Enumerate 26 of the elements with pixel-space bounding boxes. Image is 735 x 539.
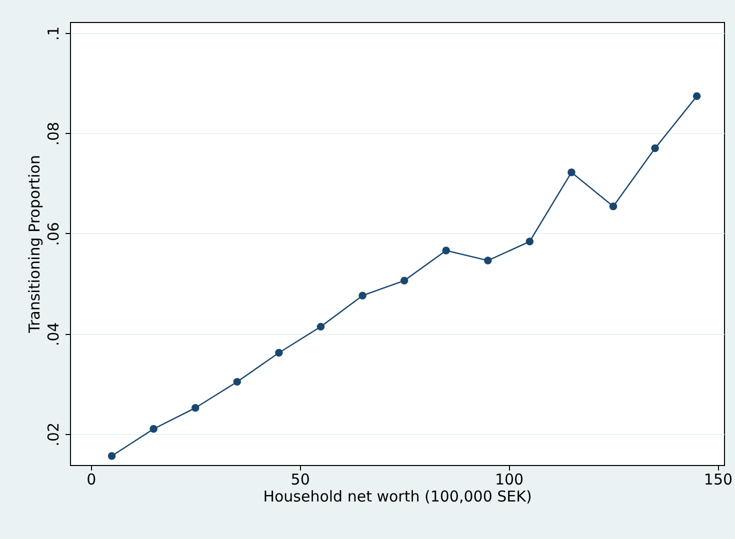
point	[484, 256, 492, 264]
point	[692, 92, 701, 100]
x-tick-label: 0	[86, 470, 96, 488]
x-axis-title: Household net worth (100,000 SEK)	[263, 488, 532, 506]
point	[651, 144, 659, 152]
point	[568, 168, 576, 176]
point	[275, 348, 283, 357]
x-tick-label: 100	[494, 470, 524, 488]
point	[108, 452, 116, 460]
point	[358, 292, 366, 300]
point	[233, 378, 242, 386]
x-tick-label: 150	[704, 470, 733, 488]
y-tick-label: .08	[44, 122, 62, 146]
point	[191, 404, 200, 412]
point	[609, 202, 618, 210]
y-tick-label: .06	[44, 222, 62, 246]
point	[316, 322, 325, 331]
point	[400, 276, 408, 284]
point	[442, 246, 450, 254]
point	[526, 238, 534, 246]
point	[150, 425, 158, 433]
y-tick-label: .1	[44, 26, 62, 41]
y-tick-label: .02	[44, 422, 62, 446]
x-tick-label: 50	[290, 470, 310, 488]
y-tick-label: .04	[44, 322, 62, 346]
y-axis-title: Transitioning Proportion	[26, 155, 44, 334]
